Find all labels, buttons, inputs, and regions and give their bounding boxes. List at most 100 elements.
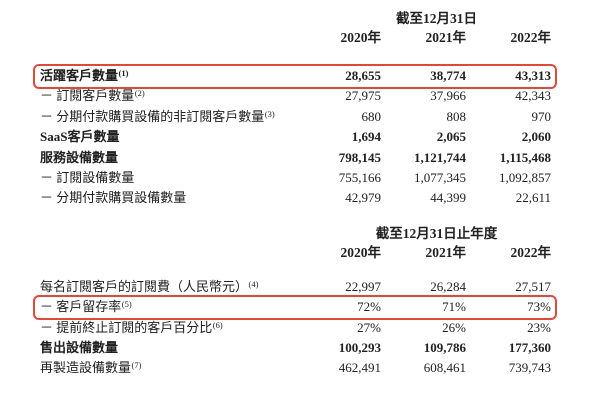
footnote-ref: (2) [134, 88, 145, 99]
row-value-2020: 28,655 [345, 68, 381, 83]
row-value-2021: 44,399 [430, 190, 466, 206]
footnote-ref: (6) [212, 319, 223, 330]
row-label: 活躍客戶數量(1) [40, 66, 296, 86]
row-value-2022: 2,060 [521, 129, 551, 145]
row-value-2020: 27,975 [345, 88, 381, 104]
metric-name: SaaS客戶數量 [40, 129, 120, 145]
row-value-2022: 27,517 [515, 278, 551, 294]
row-value-2022: 177,360 [508, 339, 551, 355]
row-label: 每名訂閱客戶的訂閱費（人民幣元）(4) [40, 277, 296, 297]
year-column-2021: 2021年 [425, 30, 467, 45]
row-value-2020: 755,166 [338, 169, 381, 185]
year-column-2022: 2022年 [510, 30, 552, 45]
footnote-ref: (7) [131, 360, 142, 371]
table-header: 截至12月31日 2020年 2021年 2022年 [40, 10, 552, 48]
table-row: 活躍客戶數量(1) 28,655 38,774 43,313 [33, 63, 557, 90]
footnote-ref: (3) [264, 108, 275, 119]
row-value-2021: 71% [442, 299, 466, 315]
metric-name: － 訂閱設備數量 [40, 169, 135, 185]
footnote-ref: (5) [121, 299, 132, 310]
row-value-2022: 42,343 [515, 88, 551, 104]
year-column-2022: 2022年 [510, 244, 552, 260]
table-row: － 客戶留存率(5) 72% 71% 73% [33, 294, 557, 321]
metric-name: 再製造設備數量 [40, 360, 132, 376]
row-value-2022: 22,611 [515, 190, 551, 206]
year-headers: 2020年 2021年 2022年 [296, 243, 552, 263]
row-value-2020: 462,491 [338, 360, 381, 376]
row-value-2021: 1,077,345 [414, 169, 466, 185]
metric-name: 活躍客戶數量 [40, 68, 119, 83]
row-label: SaaS客戶數量 [40, 127, 296, 147]
row-value-2020: 72% [357, 299, 381, 315]
row-label: － 提前終止訂閱的客戶百分比(6) [40, 318, 296, 338]
year-column-2020: 2020年 [340, 244, 382, 260]
table-row: － 分期付款購買設備的非訂閱客戶數量(3) 680 808 970 [40, 107, 551, 127]
table-row: － 提前終止訂閱的客戶百分比(6) 27% 26% 23% [40, 318, 551, 338]
header-columns: 截至12月31日止年度 2020年 2021年 2022年 [296, 225, 552, 263]
row-value-2021: 2,065 [436, 129, 466, 145]
year-headers: 2020年 2021年 2022年 [296, 28, 552, 48]
table-row: － 訂閱設備數量 755,166 1,077,345 1,092,857 [40, 168, 551, 188]
table-row: 服務設備數量 798,145 1,121,744 1,115,468 [40, 148, 551, 168]
footnote-ref: (1) [118, 68, 129, 78]
metric-name: 服務設備數量 [40, 149, 119, 165]
row-label: － 分期付款購買設備的非訂閱客戶數量(3) [40, 107, 296, 127]
row-label: － 訂閱客戶數量(2) [40, 86, 296, 106]
row-value-2021: 26% [442, 319, 466, 335]
row-value-2020: 100,293 [338, 339, 381, 355]
table-row: 再製造設備數量(7) 462,491 608,461 739,743 [40, 358, 551, 378]
row-value-2020: 1,694 [351, 129, 381, 145]
row-value-2021: 808 [446, 108, 467, 124]
row-value-2022: 43,313 [515, 68, 551, 83]
row-label: － 訂閱設備數量 [40, 168, 296, 188]
metric-name: 售出設備數量 [40, 339, 119, 355]
table-row: SaaS客戶數量 1,694 2,065 2,060 [40, 127, 551, 147]
row-label: － 分期付款購買設備數量 [40, 188, 296, 208]
row-label: 售出設備數量 [40, 338, 296, 358]
row-value-2022: 970 [531, 108, 552, 124]
metric-name: － 訂閱客戶數量 [40, 88, 135, 104]
header-spacer [40, 225, 296, 263]
row-value-2020: 22,997 [345, 278, 381, 294]
row-value-2020: 42,979 [345, 190, 381, 206]
year-column-2021: 2021年 [425, 244, 467, 260]
metric-name: － 分期付款購買設備的非訂閱客戶數量 [40, 108, 265, 124]
row-value-2020: 27% [357, 319, 381, 335]
section-year-ended-dec31: 截至12月31日止年度 2020年 2021年 2022年 每名訂閱客戶的訂閱費… [33, 225, 557, 379]
row-value-2020: 798,145 [338, 149, 381, 165]
metric-name: － 客戶留存率 [40, 299, 122, 315]
table-row: － 訂閱客戶數量(2) 27,975 37,966 42,343 [40, 86, 551, 106]
footnote-ref: (4) [248, 278, 259, 289]
table-body: 活躍客戶數量(1) 28,655 38,774 43,313 － 訂閱客戶數量(… [33, 63, 557, 209]
row-value-2022: 1,115,468 [499, 149, 551, 165]
row-value-2022: 739,743 [508, 360, 551, 376]
year-column-2020: 2020年 [340, 30, 382, 45]
row-value-2022: 73% [527, 299, 551, 315]
table-row: 售出設備數量 100,293 109,786 177,360 [40, 338, 551, 358]
table-row: － 分期付款購買設備數量 42,979 44,399 22,611 [40, 188, 551, 208]
row-value-2021: 608,461 [423, 360, 466, 376]
table-row: 每名訂閱客戶的訂閱費（人民幣元）(4) 22,997 26,284 27,517 [40, 277, 551, 297]
period-header: 截至12月31日 [396, 11, 477, 26]
row-value-2021: 37,966 [430, 88, 466, 104]
row-value-2022: 1,092,857 [499, 169, 551, 185]
header-columns: 截至12月31日 2020年 2021年 2022年 [296, 10, 552, 48]
row-value-2021: 38,774 [430, 68, 466, 83]
table-header: 截至12月31日止年度 2020年 2021年 2022年 [40, 225, 552, 263]
row-value-2022: 23% [527, 319, 551, 335]
row-value-2021: 26,284 [430, 278, 466, 294]
row-value-2021: 109,786 [423, 339, 466, 355]
row-label: 再製造設備數量(7) [40, 358, 296, 378]
period-header: 截至12月31日止年度 [375, 225, 498, 241]
header-spacer [40, 10, 296, 48]
section-as-of-dec31: 截至12月31日 2020年 2021年 2022年 活躍客戶數量(1) 28,… [33, 10, 557, 209]
metric-name: － 提前終止訂閱的客戶百分比 [40, 319, 213, 335]
row-value-2021: 1,121,744 [414, 149, 466, 165]
metric-name: 每名訂閱客戶的訂閱費（人民幣元） [40, 278, 249, 294]
row-label: 服務設備數量 [40, 148, 296, 168]
table-body: 每名訂閱客戶的訂閱費（人民幣元）(4) 22,997 26,284 27,517… [33, 277, 557, 379]
metric-name: － 分期付款購買設備數量 [40, 190, 187, 206]
row-value-2020: 680 [361, 108, 382, 124]
row-label: － 客戶留存率(5) [40, 297, 296, 317]
